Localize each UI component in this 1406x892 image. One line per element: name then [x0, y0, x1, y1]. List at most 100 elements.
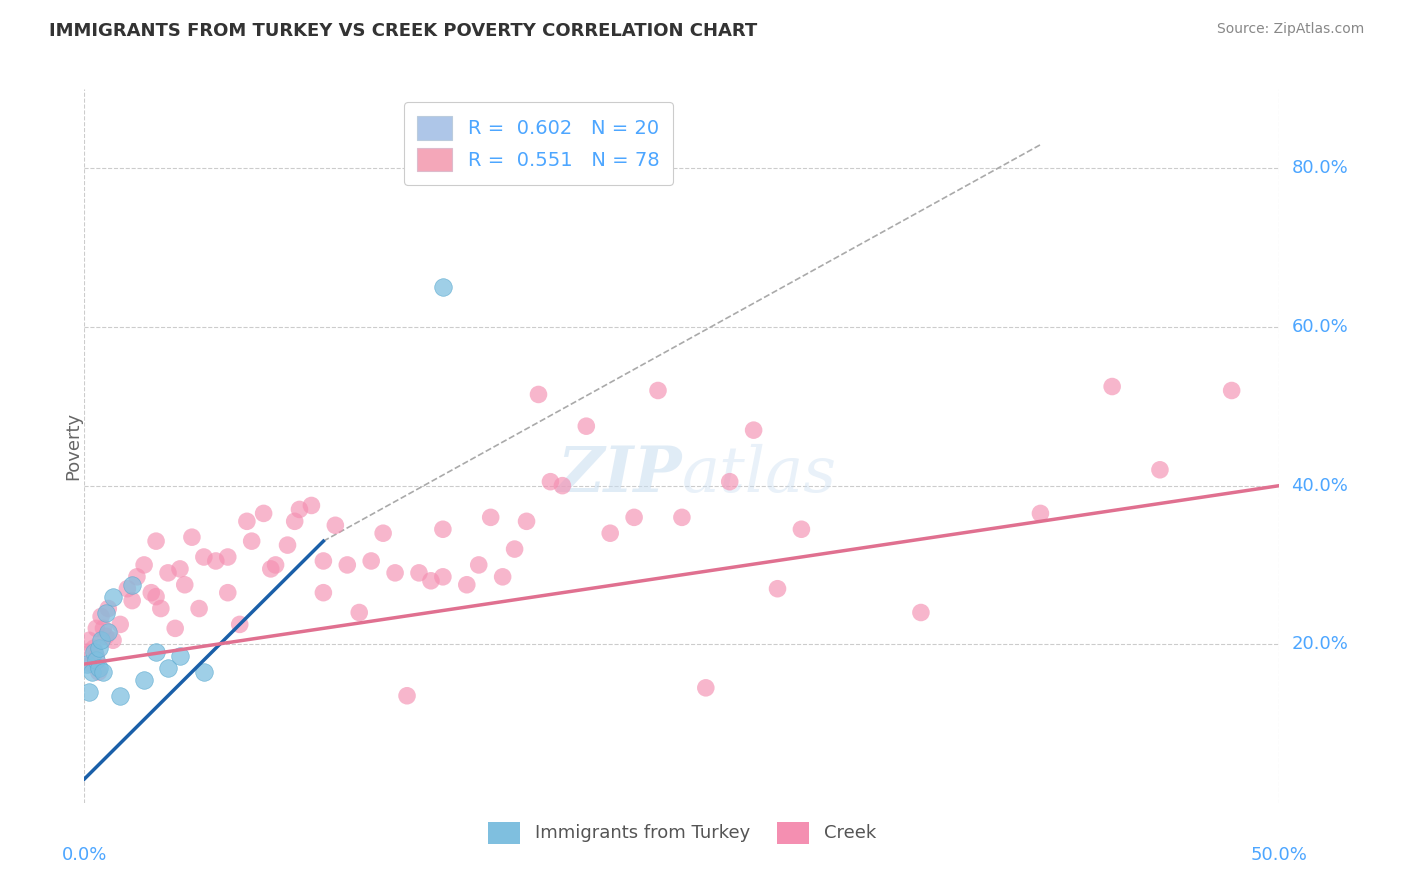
Point	[205, 554, 228, 568]
Point	[420, 574, 443, 588]
Point	[76, 657, 98, 671]
Point	[181, 530, 204, 544]
Point	[193, 665, 215, 679]
Point	[384, 566, 406, 580]
Text: 50.0%: 50.0%	[1251, 847, 1308, 864]
Point	[360, 554, 382, 568]
Point	[432, 280, 454, 294]
Point	[503, 542, 526, 557]
Point	[77, 633, 100, 648]
Point	[145, 590, 167, 604]
Point	[312, 585, 335, 599]
Point	[253, 507, 276, 521]
Point	[551, 478, 574, 492]
Point	[217, 549, 239, 564]
Point	[80, 657, 103, 671]
Point	[86, 621, 108, 635]
Point	[157, 566, 180, 580]
Point	[217, 585, 239, 599]
Point	[94, 629, 117, 643]
Point	[408, 566, 430, 580]
Point	[173, 578, 195, 592]
Point	[141, 585, 163, 599]
Point	[77, 685, 100, 699]
Point	[132, 673, 156, 687]
Point	[94, 606, 117, 620]
Point	[742, 423, 765, 437]
Point	[527, 387, 550, 401]
Point	[193, 549, 215, 564]
Point	[766, 582, 789, 596]
Point	[288, 502, 311, 516]
Point	[349, 606, 371, 620]
Point	[83, 645, 105, 659]
Point	[97, 601, 120, 615]
Point	[301, 499, 323, 513]
Point	[396, 689, 419, 703]
Point	[468, 558, 491, 572]
Point	[264, 558, 287, 572]
Text: Source: ZipAtlas.com: Source: ZipAtlas.com	[1216, 22, 1364, 37]
Point	[336, 558, 359, 572]
Point	[86, 649, 108, 664]
Point	[1101, 379, 1123, 393]
Point	[671, 510, 693, 524]
Point	[479, 510, 502, 524]
Point	[83, 641, 105, 656]
Text: IMMIGRANTS FROM TURKEY VS CREEK POVERTY CORRELATION CHART: IMMIGRANTS FROM TURKEY VS CREEK POVERTY …	[49, 22, 758, 40]
Y-axis label: Poverty: Poverty	[65, 412, 82, 480]
Point	[1220, 384, 1243, 398]
Point	[110, 689, 132, 703]
Point	[516, 514, 538, 528]
Text: ZIP: ZIP	[557, 444, 682, 505]
Point	[325, 518, 347, 533]
Point	[121, 593, 143, 607]
Point	[97, 625, 120, 640]
Point	[284, 514, 307, 528]
Text: 0.0%: 0.0%	[62, 847, 107, 864]
Point	[599, 526, 621, 541]
Point	[236, 514, 259, 528]
Point	[540, 475, 562, 489]
Point	[90, 609, 112, 624]
Point	[188, 601, 211, 615]
Point	[623, 510, 645, 524]
Point	[93, 665, 115, 679]
Point	[1029, 507, 1052, 521]
Point	[169, 649, 191, 664]
Point	[432, 522, 454, 536]
Point	[229, 617, 252, 632]
Point	[165, 621, 187, 635]
Point	[157, 661, 180, 675]
Point	[149, 601, 172, 615]
Point	[132, 558, 156, 572]
Point	[87, 661, 110, 675]
Point	[492, 570, 515, 584]
Point	[125, 570, 148, 584]
Point	[110, 617, 132, 632]
Point	[575, 419, 598, 434]
Point	[145, 534, 167, 549]
Point	[240, 534, 263, 549]
Point	[456, 578, 478, 592]
Point	[695, 681, 717, 695]
Point	[260, 562, 283, 576]
Text: atlas: atlas	[682, 443, 837, 506]
Legend: Immigrants from Turkey, Creek: Immigrants from Turkey, Creek	[474, 807, 890, 858]
Point	[101, 590, 124, 604]
Point	[432, 570, 454, 584]
Point	[76, 645, 98, 659]
Point	[718, 475, 741, 489]
Point	[121, 578, 143, 592]
Point	[117, 582, 139, 596]
Point	[647, 384, 669, 398]
Text: 60.0%: 60.0%	[1292, 318, 1348, 336]
Text: 40.0%: 40.0%	[1292, 476, 1348, 495]
Text: 20.0%: 20.0%	[1292, 635, 1348, 653]
Point	[169, 562, 191, 576]
Point	[80, 665, 103, 679]
Point	[87, 665, 110, 679]
Point	[312, 554, 335, 568]
Point	[910, 606, 932, 620]
Point	[373, 526, 395, 541]
